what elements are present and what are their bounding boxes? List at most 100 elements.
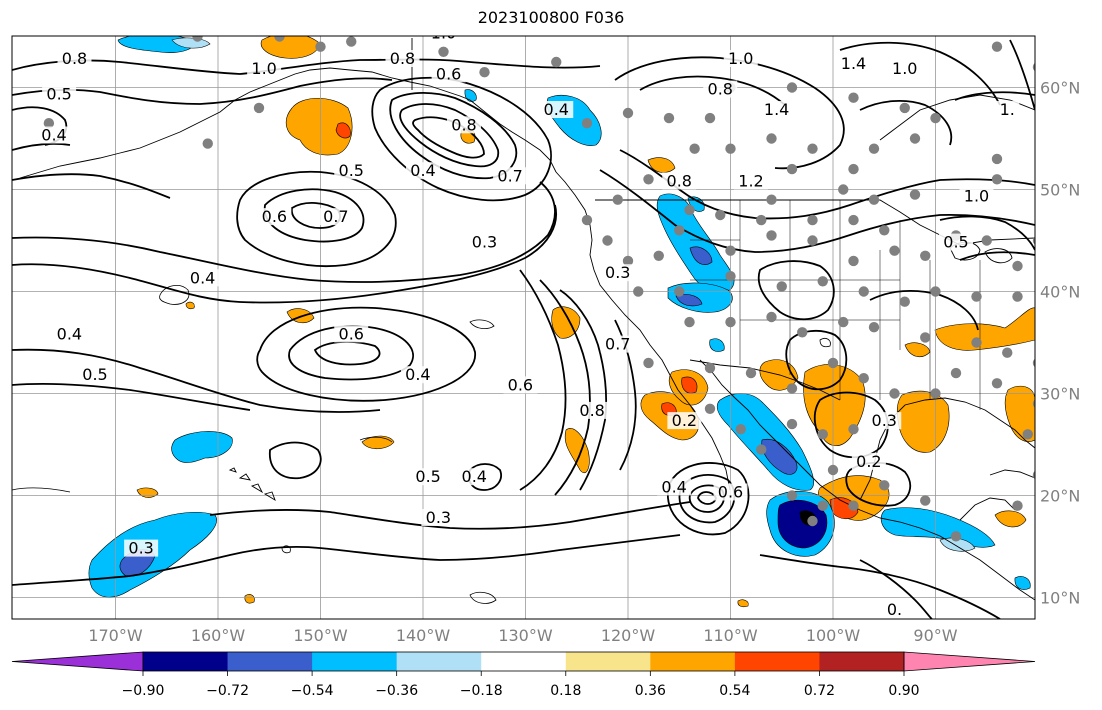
station-dot bbox=[848, 163, 859, 175]
station-dot bbox=[674, 225, 685, 236]
contour-label: 0.5 bbox=[415, 467, 440, 486]
contour-se-1 bbox=[859, 559, 933, 619]
colorbar-tick-label: −0.54 bbox=[291, 683, 334, 699]
shade-blue-nm bbox=[709, 338, 725, 352]
station-dot bbox=[479, 67, 490, 78]
contour-label-bg bbox=[600, 264, 635, 282]
contour-label-bg bbox=[406, 162, 440, 180]
contour-label-bg bbox=[503, 376, 538, 394]
colorbar-segment bbox=[143, 652, 229, 671]
longitude-label: 100°W bbox=[806, 626, 861, 645]
longitude-label: 170°W bbox=[88, 626, 143, 645]
station-dot bbox=[848, 255, 859, 267]
contour-label: 1.2 bbox=[738, 171, 763, 190]
contour-pac-long-2 bbox=[12, 204, 557, 304]
contour-label: 0.5 bbox=[46, 85, 71, 104]
contour-label-bg bbox=[867, 412, 902, 430]
station-dot bbox=[920, 250, 931, 261]
contour-ak-low-4 bbox=[371, 76, 552, 202]
station-dot bbox=[899, 102, 910, 114]
contour-label: 0.6 bbox=[262, 207, 287, 226]
contour-label: 1.4 bbox=[764, 100, 789, 119]
contour-label-bg bbox=[662, 172, 697, 190]
shade-midblue-idaho bbox=[689, 246, 713, 265]
contour-label-bg bbox=[318, 208, 353, 226]
station-dot bbox=[704, 362, 716, 374]
shade-orange-top-2 bbox=[285, 98, 353, 156]
contour-label-bg bbox=[334, 325, 369, 343]
contour-label: 0.4 bbox=[462, 467, 487, 486]
contour-label: 0.6 bbox=[508, 375, 533, 394]
colorbar-frame bbox=[142, 651, 905, 672]
contour-low-mex-2 bbox=[678, 474, 736, 524]
station-dot bbox=[192, 36, 203, 42]
thin-contour-2 bbox=[469, 319, 495, 330]
station-dot bbox=[725, 316, 736, 328]
station-dot bbox=[622, 255, 634, 267]
contour-label-bg bbox=[734, 172, 768, 190]
colorbar-segment bbox=[565, 652, 651, 671]
station-dot bbox=[838, 184, 849, 195]
map-content: 0.8 0.5 0.4 1.0 0.8 1.0 0.6 0.8 0.4 0.5 0.4 0.7 0.6 0… bbox=[12, 36, 1035, 619]
station-dot bbox=[971, 337, 982, 348]
thin-contour-1 bbox=[159, 285, 190, 305]
contour-label: 0.3 bbox=[128, 539, 153, 558]
station-dot bbox=[909, 189, 921, 200]
colorbar-tick-label: −0.18 bbox=[460, 683, 503, 699]
latitude-label: 60°N bbox=[1040, 79, 1080, 98]
contour-label: 0.8 bbox=[708, 80, 733, 99]
shade-red-az bbox=[681, 376, 698, 394]
contour-gulf-2 bbox=[845, 461, 912, 507]
contour-central-am bbox=[759, 554, 1001, 619]
station-dots bbox=[43, 36, 1035, 542]
latitude-label: 50°N bbox=[1040, 181, 1080, 200]
station-dot bbox=[725, 143, 736, 154]
contour-label-bg bbox=[713, 483, 748, 501]
contour-label: 0.4 bbox=[190, 268, 215, 287]
latitude-label: 40°N bbox=[1040, 283, 1080, 302]
coast-hawaii bbox=[228, 467, 276, 502]
contour-label: 0.3 bbox=[872, 411, 897, 430]
station-dot bbox=[581, 214, 593, 226]
coast-alaska-gulf bbox=[469, 99, 557, 173]
contour-label-bg bbox=[431, 65, 466, 83]
contour-label: 0.4 bbox=[41, 126, 66, 145]
thin-contour-7 bbox=[359, 436, 393, 443]
contour-cal-1 bbox=[559, 289, 608, 491]
longitude-label: 140°W bbox=[396, 626, 451, 645]
station-dot bbox=[817, 429, 828, 440]
station-dot bbox=[438, 46, 449, 57]
colorbar-tick-label: 0.72 bbox=[804, 683, 835, 699]
contour-label-bg bbox=[493, 167, 528, 185]
colorbar-tick-label: −0.36 bbox=[375, 683, 418, 699]
contour-label: 0.7 bbox=[323, 207, 348, 226]
station-dot bbox=[1032, 62, 1035, 72]
coast-hudson bbox=[879, 94, 1035, 141]
colorbar-extend-left bbox=[11, 651, 144, 672]
shade-blue-gulf-ak bbox=[464, 89, 477, 102]
states-grid bbox=[690, 200, 981, 410]
station-dot bbox=[868, 143, 880, 154]
colorbar-segment bbox=[227, 652, 313, 671]
contour-label-bg bbox=[703, 80, 738, 98]
contour-label-bg bbox=[851, 452, 886, 470]
map-frame bbox=[11, 35, 1036, 620]
colorbar-segment bbox=[481, 652, 567, 671]
shade-orange-se-us bbox=[1004, 385, 1035, 442]
contour-label: 1.0 bbox=[251, 59, 276, 78]
coast-alaska-peninsula bbox=[19, 67, 471, 179]
station-dot bbox=[653, 250, 664, 261]
station-dot bbox=[202, 138, 213, 149]
station-dot bbox=[858, 286, 869, 297]
shade-orange-pac-4 bbox=[737, 599, 749, 608]
station-dot bbox=[766, 133, 777, 144]
station-dot bbox=[253, 102, 265, 114]
contour-west-2 bbox=[12, 142, 71, 151]
contour-label: 0.6 bbox=[436, 64, 461, 83]
station-dot bbox=[930, 388, 941, 399]
station-dot bbox=[807, 143, 818, 154]
station-dot bbox=[766, 194, 777, 205]
contour-label-bg bbox=[467, 233, 502, 251]
